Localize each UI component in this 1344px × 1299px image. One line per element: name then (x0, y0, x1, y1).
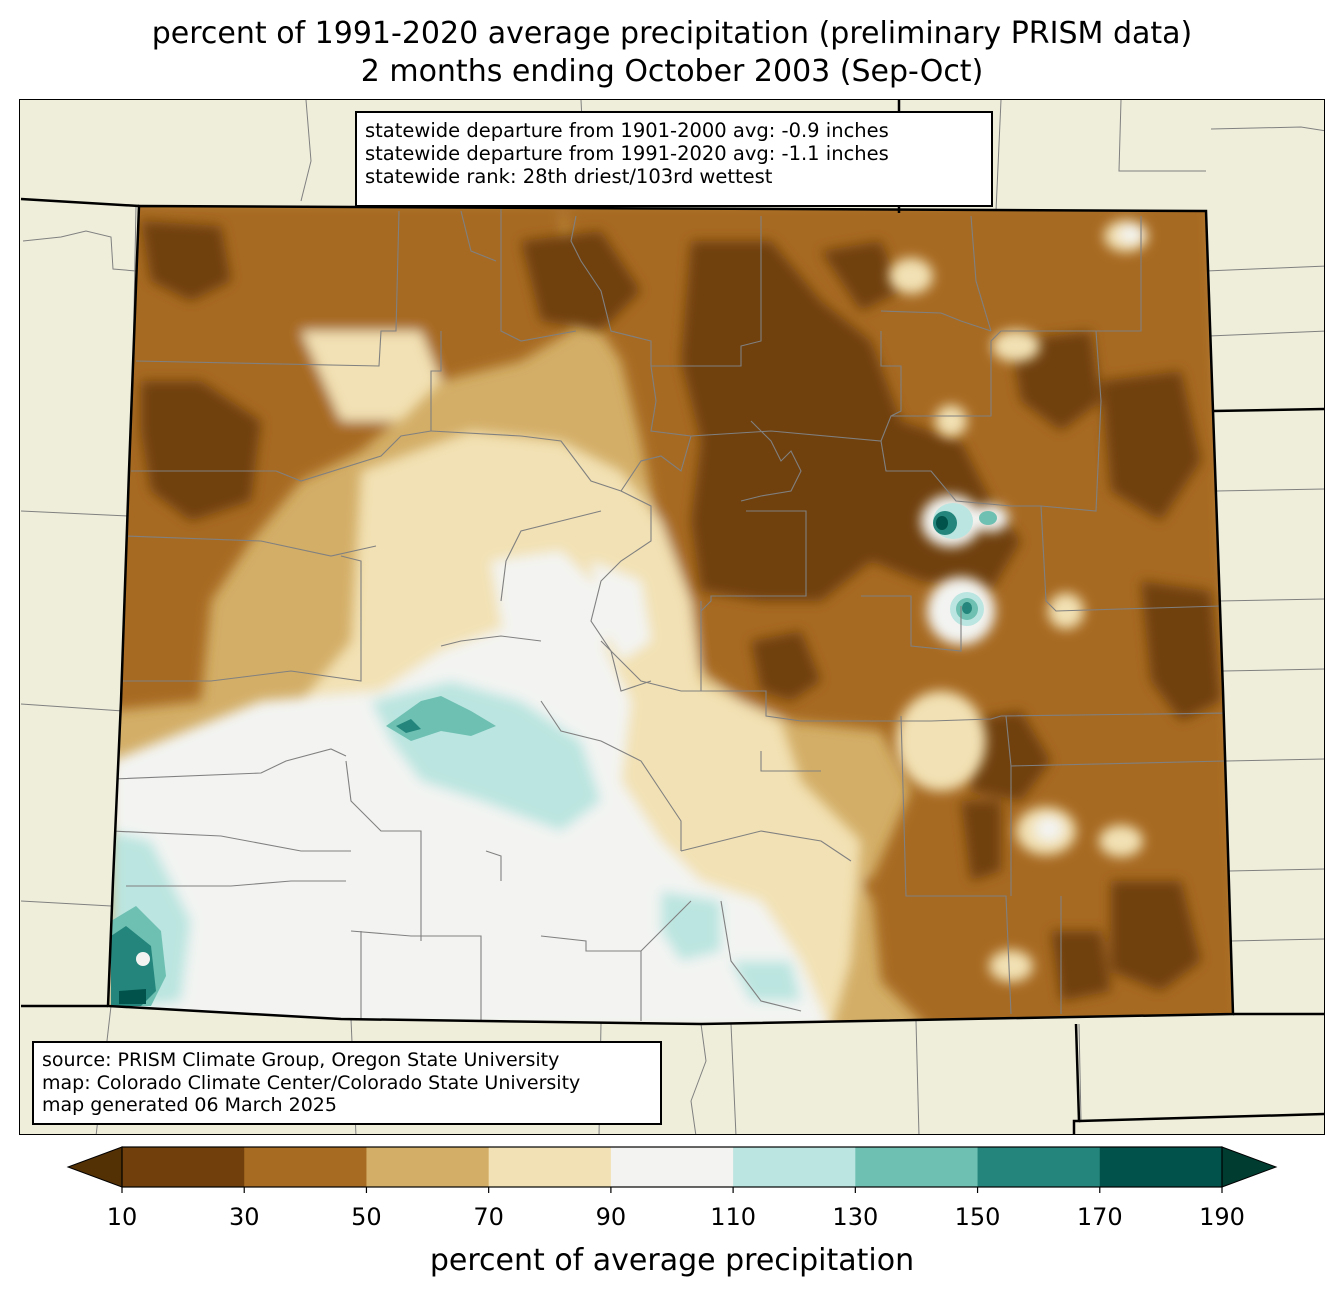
colorbar-bin (1099, 1147, 1223, 1187)
map-title-line2: 2 months ending October 2003 (Sep-Oct) (360, 54, 984, 89)
colorbar-bin (977, 1147, 1101, 1187)
colorbar-bin (488, 1147, 612, 1187)
colorbar-tick-label: 70 (473, 1203, 504, 1231)
colorbar-bin (610, 1147, 734, 1187)
statewide-stats-box: statewide departure from 1901-2000 avg: … (355, 111, 993, 207)
colorbar-tick-label: 50 (351, 1203, 382, 1231)
colorbar-tick-label: 10 (106, 1203, 138, 1231)
source-line-generated: map generated 06 March 2025 (42, 1094, 337, 1116)
colorbar-tick-label: 130 (832, 1203, 879, 1231)
stats-line-rank: statewide rank: 28th driest/103rd wettes… (365, 165, 773, 188)
stats-line-1991-2020: statewide departure from 1991-2020 avg: … (365, 142, 889, 165)
colorbar (66, 1146, 1278, 1193)
map-canvas (20, 100, 1324, 1134)
precipitation-field (108, 206, 1233, 1024)
colorbar-bin (244, 1147, 367, 1187)
colorbar-tick-label: 30 (228, 1203, 260, 1231)
colorbar-tick-label: 170 (1076, 1203, 1123, 1231)
colorbar-tick-label: 110 (710, 1203, 757, 1231)
colorado-border (106, 204, 1235, 1026)
colorbar-label: percent of average precipitation (429, 1243, 915, 1278)
colorbar-tick-label: 90 (595, 1203, 627, 1231)
colorbar-bin (855, 1147, 979, 1187)
stats-line-1901-2000: statewide departure from 1901-2000 avg: … (365, 119, 889, 142)
colorbar-bin (733, 1147, 856, 1187)
source-line-map: map: Colorado Climate Center/Colorado St… (42, 1071, 581, 1094)
colorbar-bin (366, 1147, 490, 1187)
colorbar-over-triangle (1221, 1146, 1278, 1188)
colorbar-frame (121, 1146, 1223, 1188)
source-box: source: PRISM Climate Group, Oregon Stat… (32, 1041, 662, 1125)
colorbar-tick-label: 150 (954, 1203, 1001, 1231)
precipitation-map (19, 99, 1325, 1135)
colorbar-bin (122, 1147, 245, 1187)
source-line-data: source: PRISM Climate Group, Oregon Stat… (42, 1049, 560, 1071)
map-title-line1: percent of 1991-2020 average precipitati… (151, 16, 1193, 51)
colorbar-under-triangle (66, 1146, 123, 1188)
colorbar-tick-label: 190 (1199, 1203, 1245, 1231)
